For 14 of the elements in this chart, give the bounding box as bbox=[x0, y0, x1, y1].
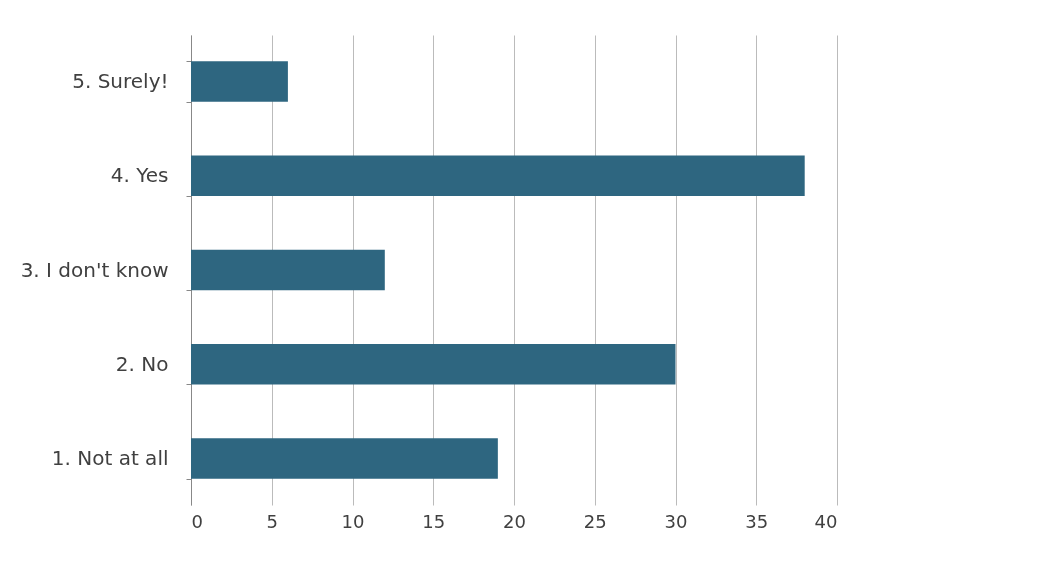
y-tick-label: 3. I don't know bbox=[20, 257, 169, 282]
x-tick-label: 20 bbox=[503, 510, 526, 532]
x-tick-label: 5 bbox=[266, 510, 278, 532]
x-tick-label: 30 bbox=[664, 510, 688, 532]
y-tick-label: 2. No bbox=[115, 351, 169, 376]
x-tick-label: 40 bbox=[814, 510, 838, 532]
x-tick-label: 25 bbox=[583, 510, 607, 532]
y-tick-label: 1. Not at all bbox=[51, 445, 169, 470]
y-tick-label: 4. Yes bbox=[110, 163, 169, 188]
x-tick-label: 10 bbox=[341, 510, 365, 532]
x-tick-label: 35 bbox=[745, 510, 769, 532]
x-tick-label: 0 bbox=[191, 510, 203, 532]
y-tick-label: 5. Surely! bbox=[72, 69, 169, 94]
x-tick-label: 15 bbox=[422, 510, 446, 532]
